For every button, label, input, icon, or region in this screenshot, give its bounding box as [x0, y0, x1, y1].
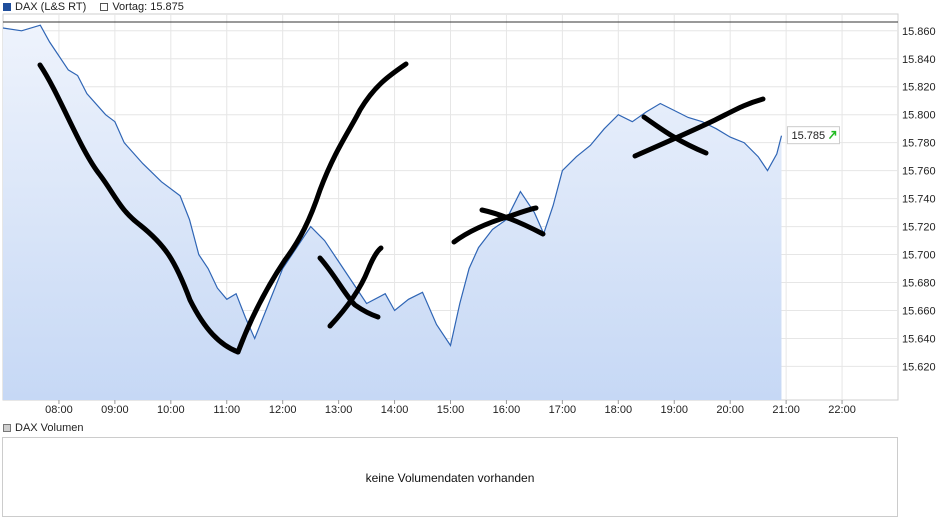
volume-legend-label: DAX Volumen [15, 422, 84, 434]
volume-panel: keine Volumendaten vorhanden [2, 437, 898, 517]
x-tick-label: 13:00 [325, 404, 353, 416]
hand-drawn-stroke [632, 96, 766, 159]
trend-up-icon [828, 130, 837, 140]
volume-legend: DAX Volumen [3, 422, 83, 434]
x-tick-label: 14:00 [381, 404, 409, 416]
legend-series-label: DAX (L&S RT) [15, 1, 87, 13]
x-tick-label: 12:00 [269, 404, 297, 416]
series-swatch [3, 3, 11, 11]
x-tick-label: 15:00 [437, 404, 465, 416]
x-tick-label: 11:00 [213, 404, 240, 416]
y-tick-label: 15.660 [902, 305, 936, 317]
y-tick-label: 15.640 [902, 333, 936, 345]
legend-item-series: DAX (L&S RT) [3, 1, 86, 13]
y-tick-label: 15.800 [902, 110, 936, 122]
hand-drawn-stroke [479, 207, 546, 237]
y-tick-label: 15.620 [902, 361, 936, 373]
y-tick-label: 15.700 [902, 250, 936, 262]
price-chart: 15.620 15.640 15.660 15.680 15.700 15.720 15.7… [2, 13, 936, 416]
x-tick-label: 22:00 [828, 404, 856, 416]
y-tick-label: 15.720 [902, 222, 936, 234]
legend-item-prev: Vortag: 15.875 [100, 1, 184, 13]
hand-drawn-stroke [317, 255, 381, 320]
volume-empty-message: keine Volumendaten vorhanden [365, 471, 535, 485]
hand-drawn-stroke [235, 61, 409, 355]
y-tick-label: 15.860 [902, 26, 936, 38]
x-tick-label: 21:00 [772, 404, 800, 416]
y-tick-label: 15.840 [902, 54, 936, 66]
hand-drawn-stroke [451, 205, 539, 245]
current-value-box [786, 126, 840, 145]
x-tick-label: 08:00 [45, 404, 73, 416]
current-value-label: 15.785 [791, 130, 825, 142]
series-line [2, 24, 783, 348]
x-tick-label: 20:00 [716, 404, 744, 416]
y-tick-label: 15.680 [902, 278, 936, 290]
hand-drawn-stroke [641, 114, 709, 156]
hand-drawn-stroke [327, 245, 384, 329]
x-tick-label: 19:00 [660, 404, 688, 416]
prev-swatch [100, 3, 109, 11]
series-area [3, 25, 782, 400]
legend-prev-label: Vortag: 15.875 [112, 1, 184, 13]
y-tick-label: 15.760 [902, 166, 936, 178]
x-tick-label: 18:00 [605, 404, 633, 416]
y-tick-label: 15.740 [902, 194, 936, 206]
chart-legend: DAX (L&S RT) Vortag: 15.875 [3, 1, 184, 13]
y-tick-label: 15.820 [902, 82, 936, 94]
y-tick-label: 15.780 [902, 138, 936, 150]
x-tick-label: 10:00 [157, 404, 185, 416]
x-tick-label: 16:00 [493, 404, 521, 416]
volume-swatch [3, 424, 11, 432]
x-tick-label: 17:00 [549, 404, 577, 416]
hand-drawn-stroke [37, 62, 241, 355]
x-tick-label: 09:00 [101, 404, 129, 416]
